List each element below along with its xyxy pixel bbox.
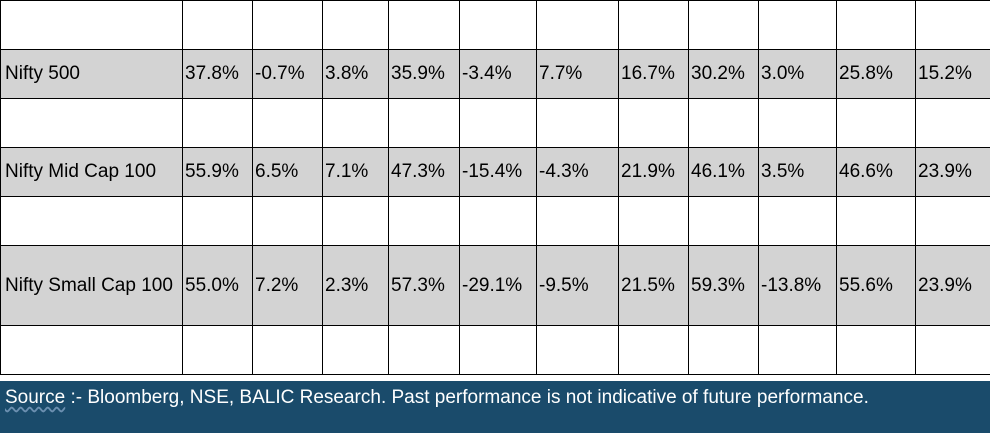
empty-cell — [459, 98, 537, 148]
value-cell: 3.5% — [758, 147, 837, 197]
empty-cell — [388, 196, 460, 246]
value-cell: -29.1% — [459, 245, 537, 326]
empty-cell — [459, 325, 537, 375]
value-cell: -4.3% — [536, 147, 619, 197]
empty-cell — [459, 196, 537, 246]
empty-cell — [388, 0, 460, 50]
empty-cell — [182, 98, 253, 148]
empty-cell — [388, 98, 460, 148]
empty-cell — [182, 0, 253, 50]
value-cell: 30.2% — [688, 49, 759, 99]
blank-row — [0, 325, 990, 375]
empty-cell — [388, 325, 460, 375]
value-cell: 3.8% — [322, 49, 389, 99]
empty-cell — [252, 0, 323, 50]
empty-cell — [536, 325, 619, 375]
value-cell: 23.9% — [915, 245, 990, 326]
value-cell: 46.1% — [688, 147, 759, 197]
value-cell: 47.3% — [388, 147, 460, 197]
empty-cell — [0, 196, 183, 246]
value-cell: -3.4% — [459, 49, 537, 99]
blank-row — [0, 196, 990, 246]
value-cell: 25.8% — [836, 49, 916, 99]
empty-cell — [252, 98, 323, 148]
value-cell: 7.1% — [322, 147, 389, 197]
value-cell: -0.7% — [252, 49, 323, 99]
empty-cell — [836, 98, 916, 148]
empty-cell — [536, 0, 619, 50]
empty-cell — [322, 325, 389, 375]
blank-row — [0, 98, 990, 148]
empty-cell — [618, 325, 689, 375]
empty-cell — [182, 196, 253, 246]
empty-cell — [915, 98, 990, 148]
source-label: Source — [5, 387, 66, 408]
index-returns-table: Nifty 500 37.8% -0.7% 3.8% 35.9% -3.4% 7… — [0, 0, 990, 375]
value-cell: 35.9% — [388, 49, 460, 99]
empty-cell — [688, 196, 759, 246]
source-footer: Source :- Bloomberg, NSE, BALIC Research… — [0, 381, 990, 433]
value-cell: 23.9% — [915, 147, 990, 197]
empty-cell — [758, 325, 837, 375]
value-cell: -15.4% — [459, 147, 537, 197]
value-cell: 3.0% — [758, 49, 837, 99]
index-name-cell: Nifty Small Cap 100 — [0, 245, 183, 326]
value-cell: 7.7% — [536, 49, 619, 99]
index-name-cell: Nifty 500 — [0, 49, 183, 99]
empty-cell — [182, 325, 253, 375]
value-cell: 46.6% — [836, 147, 916, 197]
empty-cell — [322, 0, 389, 50]
empty-cell — [322, 98, 389, 148]
empty-cell — [252, 196, 323, 246]
value-cell: 2.3% — [322, 245, 389, 326]
empty-cell — [688, 0, 759, 50]
empty-cell — [0, 325, 183, 375]
value-cell: 6.5% — [252, 147, 323, 197]
empty-cell — [915, 196, 990, 246]
empty-cell — [915, 325, 990, 375]
blank-row — [0, 0, 990, 50]
value-cell: 55.0% — [182, 245, 253, 326]
table-row-nifty-500: Nifty 500 37.8% -0.7% 3.8% 35.9% -3.4% 7… — [0, 49, 990, 99]
empty-cell — [836, 0, 916, 50]
empty-cell — [536, 98, 619, 148]
empty-cell — [322, 196, 389, 246]
returns-table-container: Nifty 500 37.8% -0.7% 3.8% 35.9% -3.4% 7… — [0, 0, 990, 375]
empty-cell — [459, 0, 537, 50]
empty-cell — [836, 325, 916, 375]
empty-cell — [0, 98, 183, 148]
empty-cell — [252, 325, 323, 375]
value-cell: -13.8% — [758, 245, 837, 326]
empty-cell — [536, 196, 619, 246]
value-cell: 55.9% — [182, 147, 253, 197]
value-cell: -9.5% — [536, 245, 619, 326]
value-cell: 59.3% — [688, 245, 759, 326]
value-cell: 7.2% — [252, 245, 323, 326]
value-cell: 21.9% — [618, 147, 689, 197]
value-cell: 37.8% — [182, 49, 253, 99]
empty-cell — [618, 98, 689, 148]
empty-cell — [758, 98, 837, 148]
empty-cell — [688, 98, 759, 148]
empty-cell — [618, 196, 689, 246]
index-name-cell: Nifty Mid Cap 100 — [0, 147, 183, 197]
value-cell: 15.2% — [915, 49, 990, 99]
empty-cell — [915, 0, 990, 50]
value-cell: 21.5% — [618, 245, 689, 326]
table-row-nifty-small-cap-100: Nifty Small Cap 100 55.0% 7.2% 2.3% 57.3… — [0, 245, 990, 326]
empty-cell — [688, 325, 759, 375]
empty-cell — [0, 0, 183, 50]
value-cell: 55.6% — [836, 245, 916, 326]
value-cell: 57.3% — [388, 245, 460, 326]
source-text: :- Bloomberg, NSE, BALIC Research. Past … — [65, 387, 869, 408]
value-cell: 16.7% — [618, 49, 689, 99]
empty-cell — [836, 196, 916, 246]
empty-cell — [758, 0, 837, 50]
empty-cell — [618, 0, 689, 50]
table-row-nifty-mid-cap-100: Nifty Mid Cap 100 55.9% 6.5% 7.1% 47.3% … — [0, 147, 990, 197]
empty-cell — [758, 196, 837, 246]
